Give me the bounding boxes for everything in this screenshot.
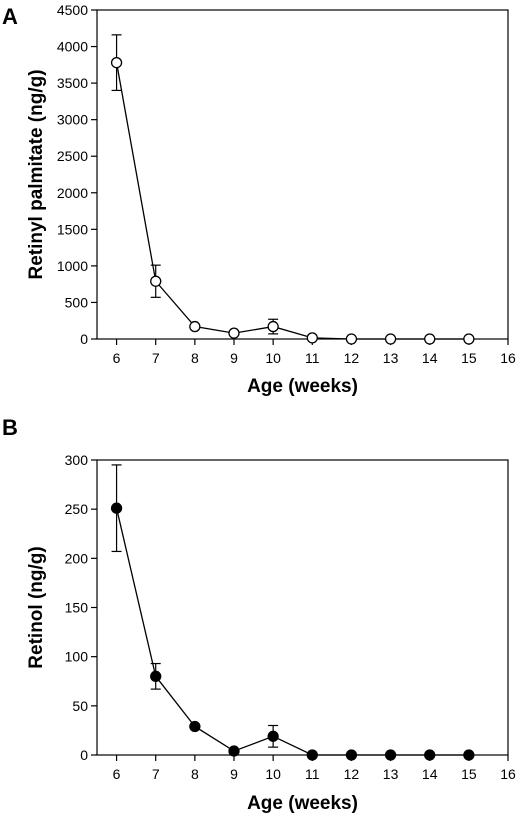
y-tick-label: 500 (65, 294, 89, 310)
data-point (306, 332, 318, 344)
chart-panel-b: B 0 50 100 150 200 250 300 6 7 8 9 10 11 12 13 14 15 16 Age… (0, 405, 520, 815)
data-point (189, 720, 201, 733)
data-point (228, 745, 240, 757)
x-tick-label: 16 (500, 766, 516, 782)
data-point (110, 56, 123, 69)
y-tick-label: 300 (65, 452, 89, 468)
retinyl-palmitate-chart: A 0 500 1000 1500 2000 2500 3000 3500 4000 4500 6 7 8… (2, 2, 516, 397)
x-axis-title: Age (weeks) (247, 376, 358, 397)
y-tick-label: 250 (65, 501, 89, 517)
data-point (306, 749, 318, 761)
x-tick-label: 6 (113, 766, 121, 782)
x-tick-label: 11 (305, 350, 320, 366)
y-axis-title: Retinol (ng/g) (26, 546, 47, 668)
data-point (267, 730, 279, 742)
plot-frame (96, 9, 509, 340)
x-tick-label: 15 (461, 766, 477, 782)
y-tick-label: 3500 (57, 75, 88, 91)
y-tick-label: 3000 (57, 112, 88, 128)
plot-frame (96, 459, 509, 756)
y-tick-label: 150 (65, 600, 89, 616)
x-tick-label: 12 (344, 350, 360, 366)
x-tick-label: 15 (461, 350, 477, 366)
y-tick-label: 0 (80, 747, 88, 763)
x-tick-label: 9 (230, 766, 238, 782)
x-tick-label: 14 (422, 350, 438, 366)
x-tick-label: 16 (500, 350, 516, 366)
x-tick-label: 10 (265, 766, 281, 782)
y-tick-label: 0 (80, 331, 88, 347)
x-tick-label: 9 (230, 350, 238, 366)
y-tick-label: 50 (72, 698, 88, 714)
data-point (110, 502, 123, 514)
y-tick-label: 1000 (57, 258, 88, 274)
data-point (384, 749, 397, 761)
y-tick-label: 100 (65, 649, 89, 665)
x-tick-label: 6 (113, 350, 121, 366)
data-point (150, 275, 162, 287)
x-tick-label: 10 (265, 350, 281, 366)
data-point (345, 749, 358, 761)
y-tick-label: 2000 (57, 185, 88, 201)
x-tick-label: 8 (191, 766, 199, 782)
x-tick-label: 14 (422, 766, 438, 782)
y-tick-label: 200 (65, 550, 89, 566)
y-tick-label: 4500 (57, 2, 88, 18)
y-axis-title: Retinyl palmitate (ng/g) (26, 69, 47, 279)
retinol-chart: B 0 50 100 150 200 250 300 6 7 8 9 10 11 12 13 14 15 16 Age… (2, 415, 516, 814)
data-point (463, 749, 475, 761)
series-line (115, 62, 469, 340)
x-tick-label: 7 (152, 766, 160, 782)
data-point (463, 333, 475, 345)
x-tick-label: 13 (383, 350, 399, 366)
y-tick-label: 1500 (57, 221, 88, 237)
series-line (115, 508, 469, 756)
x-tick-label: 11 (305, 766, 320, 782)
y-tick-label: 2500 (57, 148, 88, 164)
data-point (384, 333, 397, 345)
x-axis-title: Age (weeks) (247, 793, 358, 814)
data-point (345, 333, 358, 345)
data-point (424, 333, 436, 345)
data-point (228, 327, 240, 339)
data-point (150, 670, 162, 682)
panel-label: A (2, 4, 18, 29)
data-point (424, 749, 436, 761)
x-tick-label: 8 (191, 350, 199, 366)
panel-label: B (2, 415, 18, 440)
chart-panel-a: A 0 500 1000 1500 2000 2500 3000 3500 4000 4500 6 7 8… (0, 0, 520, 405)
x-tick-label: 12 (344, 766, 360, 782)
data-point (189, 320, 201, 333)
x-tick-label: 7 (152, 350, 160, 366)
data-point (267, 320, 279, 333)
x-tick-label: 13 (383, 766, 399, 782)
y-tick-label: 4000 (57, 39, 88, 55)
